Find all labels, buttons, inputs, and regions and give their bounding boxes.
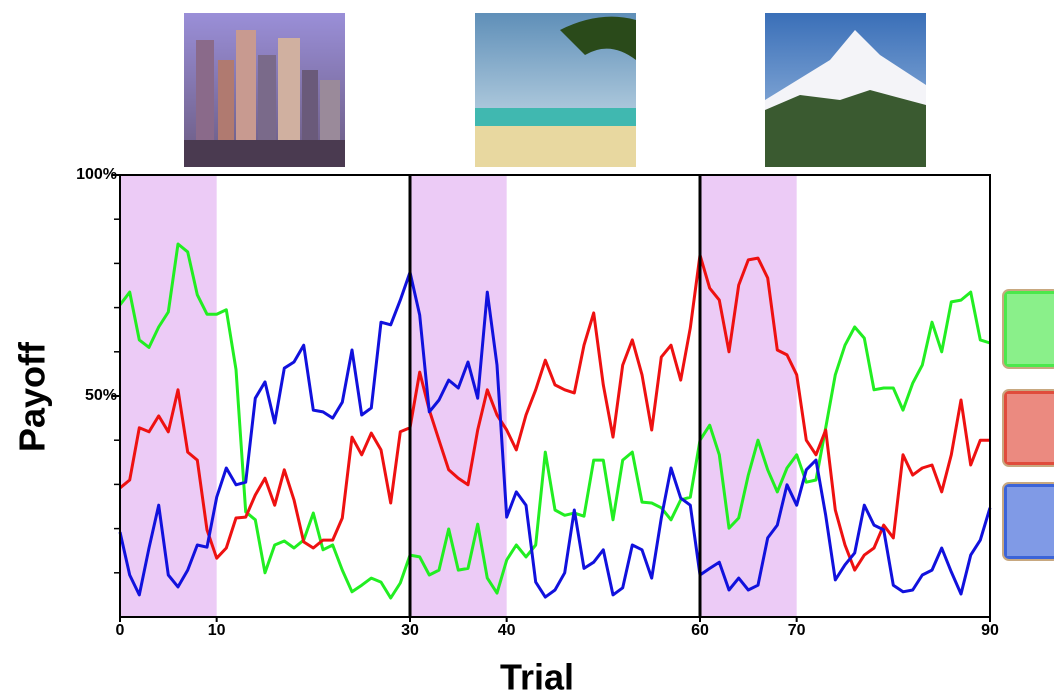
x-tick-label: 60 xyxy=(691,622,709,639)
highlight-band xyxy=(120,175,217,617)
series-line xyxy=(118,242,991,600)
choice-buttons xyxy=(1002,289,1054,561)
plot-frame xyxy=(119,174,991,618)
x-tick-label: 0 xyxy=(116,622,125,639)
x-tick-label: 10 xyxy=(208,622,226,639)
series-line xyxy=(118,270,992,599)
y-tick-label: 100% xyxy=(76,166,117,183)
highlight-band xyxy=(700,175,797,617)
beach-image xyxy=(475,13,636,167)
x-tick-label: 30 xyxy=(401,622,419,639)
series-line xyxy=(119,253,990,572)
y-tick-label: 50% xyxy=(85,387,117,404)
x-tick-label: 40 xyxy=(498,622,516,639)
y-axis-label: Payoff xyxy=(12,341,53,452)
city-image xyxy=(184,13,345,167)
x-axis-label: Trial xyxy=(500,657,574,694)
x-tick-label: 70 xyxy=(788,622,806,639)
x-tick-label: 90 xyxy=(981,622,999,639)
mountain-image xyxy=(765,13,926,167)
